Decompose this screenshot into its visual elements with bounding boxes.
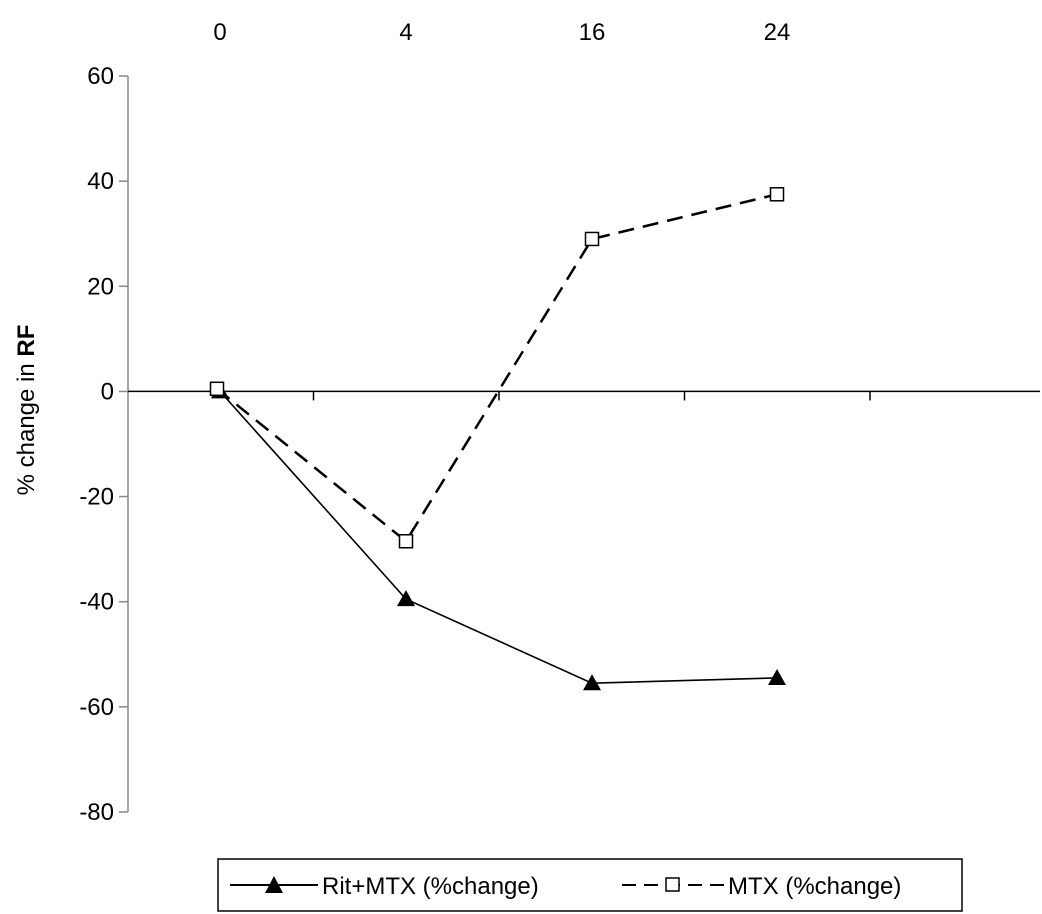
series-line [219,390,778,685]
series-line [216,193,778,544]
series-layer [209,187,786,691]
zero-axis [128,390,1040,401]
x-axis-tick-labels: 0 4 16 24 [213,19,790,46]
x-tick-label: 4 [399,19,412,46]
legend-entry-mtx: MTX (%change) [622,873,901,900]
x-tick-label: 0 [213,19,226,46]
data-point [769,187,785,202]
y-axis-label: % change in RF [13,325,40,496]
series-rit-mtx [211,382,786,691]
data-point [209,381,225,397]
legend-label: MTX (%change) [728,873,901,900]
y-axis: 60 40 20 0 -20 -40 -60 -80 [79,63,129,826]
y-tick-label: -40 [79,589,114,616]
legend-marker-square [665,877,680,892]
legend-entry-rit-mtx: Rit+MTX (%change) [230,873,539,900]
y-tick-label: 60 [87,63,114,90]
data-point [768,668,786,685]
data-point [397,590,415,607]
x-tick-label: 24 [764,19,791,46]
y-tick-label: -20 [79,484,114,511]
data-point [398,534,414,549]
y-tick-label: 0 [101,378,114,405]
x-tick-label: 16 [579,19,606,46]
data-point [584,231,600,247]
data-point [583,674,601,691]
y-tick-label: 20 [87,273,114,300]
y-axis-label-bold: RF [13,325,40,357]
y-tick-label: -60 [79,694,114,721]
legend-marker-triangle [265,876,283,893]
series-mtx [209,187,785,549]
legend-box [217,858,963,912]
y-axis-label-prefix: % change in [13,357,40,496]
y-tick-label: 40 [87,168,114,195]
legend-label: Rit+MTX (%change) [322,873,539,900]
legend: Rit+MTX (%change) MTX (%change) [217,858,963,912]
y-tick-label: -80 [79,799,114,826]
